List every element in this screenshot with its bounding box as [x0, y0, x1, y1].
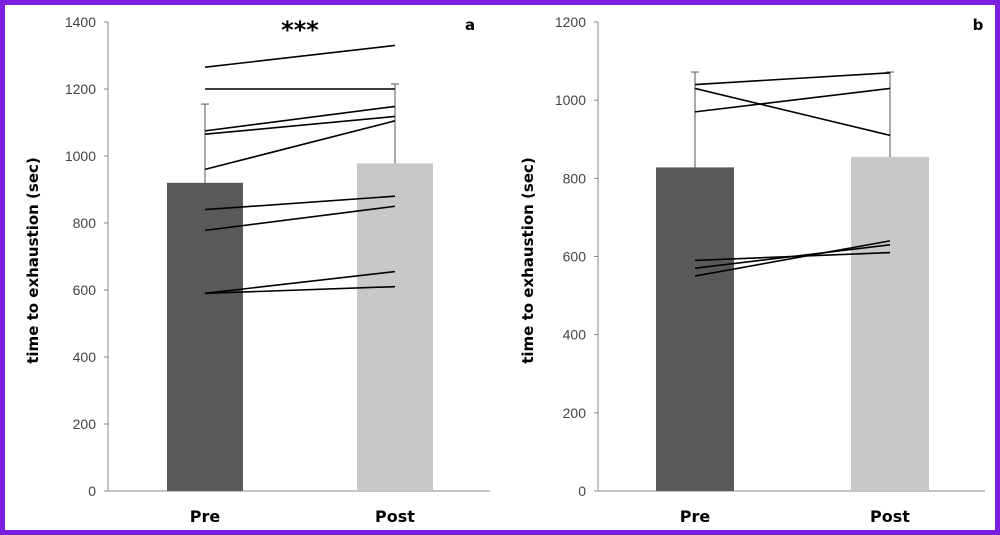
panel-b-subject-line-3 [694, 87, 891, 113]
panel-b-ytick-label: 0 [578, 483, 586, 499]
panel-a-subject-line-6 [204, 195, 396, 211]
panel-b-subject-line-5 [694, 243, 891, 270]
panel-b-ytick-label: 600 [563, 249, 587, 265]
panel-a-ytick-label: 1000 [65, 148, 96, 164]
panel-a-ytick-label: 1400 [65, 14, 96, 30]
panel-a-bar-pre [167, 182, 243, 492]
panel-b-ytick-label: 1000 [555, 92, 586, 108]
panel-a-subject-line-1 [204, 44, 396, 69]
panel-b-subject-line-6 [694, 240, 891, 277]
panel-a-significance: *** [281, 16, 319, 44]
panel-b-bar-pre [656, 167, 734, 491]
panel-a-ytick-label: 200 [73, 416, 97, 432]
panel-a-subject-line-5 [204, 120, 396, 171]
panel-b-ytick-label: 400 [563, 327, 587, 343]
panel-a-y-axis-title: time to exhaustion (sec) [24, 157, 42, 364]
panel-a-category-pre: Pre [190, 507, 221, 526]
panel-b-category-post: Post [870, 507, 910, 526]
panel-a-ytick-label: 800 [73, 215, 97, 231]
panel-a-ytick-label: 1200 [65, 81, 96, 97]
panel-b-subject-line-1 [694, 72, 891, 86]
panel-a-bar-post [357, 163, 433, 491]
panel-a-category-post: Post [375, 507, 415, 526]
panel-a-subject-line-8 [204, 270, 396, 295]
panel-a-subject-line-4 [204, 115, 396, 136]
panel-a-subject-line-3 [204, 105, 396, 132]
panel-a-ytick-label: 400 [73, 349, 97, 365]
panel-a-subject-line-7 [204, 205, 396, 232]
panel-a-ytick-label: 600 [73, 282, 97, 298]
panel-b-ytick-label: 200 [563, 405, 587, 421]
panel-b-y-axis-title: time to exhaustion (sec) [519, 157, 537, 364]
panel-a-subject-line-9 [204, 285, 396, 295]
panel-b-ytick-label: 800 [563, 170, 587, 186]
panel-b-category-pre: Pre [680, 507, 711, 526]
panel-a-ytick-label: 0 [88, 483, 96, 499]
panel-b-bar-post [851, 156, 929, 491]
panel-b-ytick-label: 1200 [555, 14, 586, 30]
panel-a-label: a [465, 16, 475, 34]
panel-b-label: b [973, 16, 984, 34]
panel-b-subject-line-2 [694, 87, 891, 137]
